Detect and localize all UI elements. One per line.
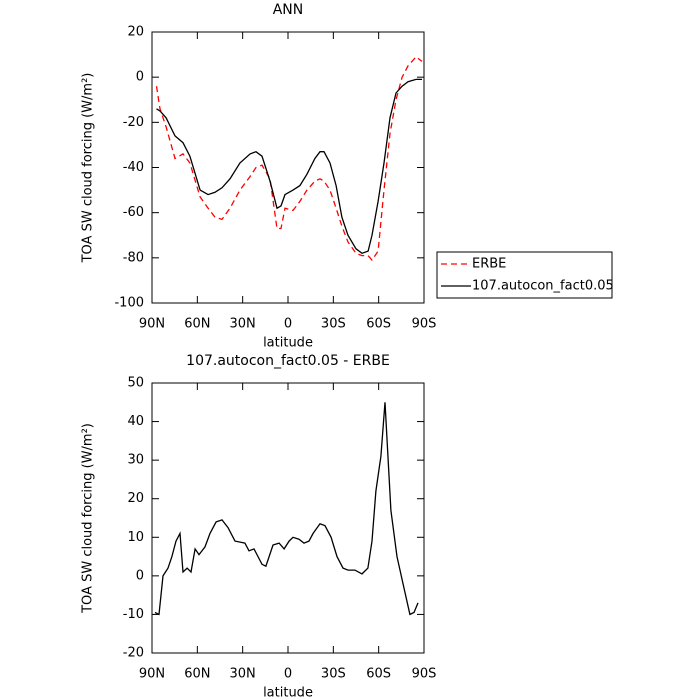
plot-frame bbox=[151, 31, 425, 304]
legend-label: ERBE bbox=[472, 257, 506, 272]
x-tick-label: 90S bbox=[412, 317, 437, 332]
y-tick-label: 40 bbox=[127, 414, 144, 429]
y-tick-label: -20 bbox=[123, 646, 144, 661]
x-tick-label: 0 bbox=[284, 667, 292, 682]
chart-title: 107.autocon_fact0.05 - ERBE bbox=[186, 353, 390, 369]
y-tick-label: -20 bbox=[123, 115, 144, 130]
x-tick-label: 30N bbox=[230, 667, 256, 682]
x-tick-label: 60S bbox=[366, 317, 391, 332]
x-axis-label: latitude bbox=[263, 686, 313, 700]
legend-box bbox=[436, 251, 613, 299]
legend-label: 107.autocon_fact0.05 bbox=[472, 279, 614, 294]
y-tick-label: 20 bbox=[127, 491, 144, 506]
y-tick-label: 10 bbox=[127, 530, 144, 545]
x-tick-label: 90N bbox=[139, 317, 165, 332]
y-tick-label: 30 bbox=[127, 453, 144, 468]
y-tick-label: 0 bbox=[136, 70, 144, 85]
chart-title: ANN bbox=[273, 2, 304, 18]
x-tick-label: 30N bbox=[230, 317, 256, 332]
x-tick-label: 0 bbox=[284, 317, 292, 332]
x-tick-label: 90S bbox=[412, 667, 437, 682]
x-tick-label: 60S bbox=[366, 667, 391, 682]
y-tick-label: 0 bbox=[136, 568, 144, 583]
x-tick-label: 90N bbox=[139, 667, 165, 682]
plot-frame bbox=[151, 382, 425, 654]
x-axis-label: latitude bbox=[263, 336, 313, 351]
data-line bbox=[154, 402, 419, 616]
y-tick-label: -40 bbox=[123, 160, 144, 175]
data-line bbox=[156, 78, 422, 255]
y-tick-label: -100 bbox=[114, 296, 144, 311]
x-tick-label: 60N bbox=[184, 667, 210, 682]
y-tick-label: -80 bbox=[123, 250, 144, 265]
y-tick-label: -60 bbox=[123, 205, 144, 220]
y-axis-label: TOA SW cloud forcing (W/m²) bbox=[81, 73, 96, 264]
y-tick-label: 50 bbox=[127, 376, 144, 391]
x-tick-label: 30S bbox=[321, 667, 346, 682]
x-tick-label: 30S bbox=[321, 317, 346, 332]
x-tick-label: 60N bbox=[184, 317, 210, 332]
y-tick-label: -10 bbox=[123, 607, 144, 622]
data-line bbox=[155, 55, 423, 262]
y-tick-label: 20 bbox=[127, 25, 144, 40]
y-axis-label: TOA SW cloud forcing (W/m²) bbox=[81, 423, 96, 614]
